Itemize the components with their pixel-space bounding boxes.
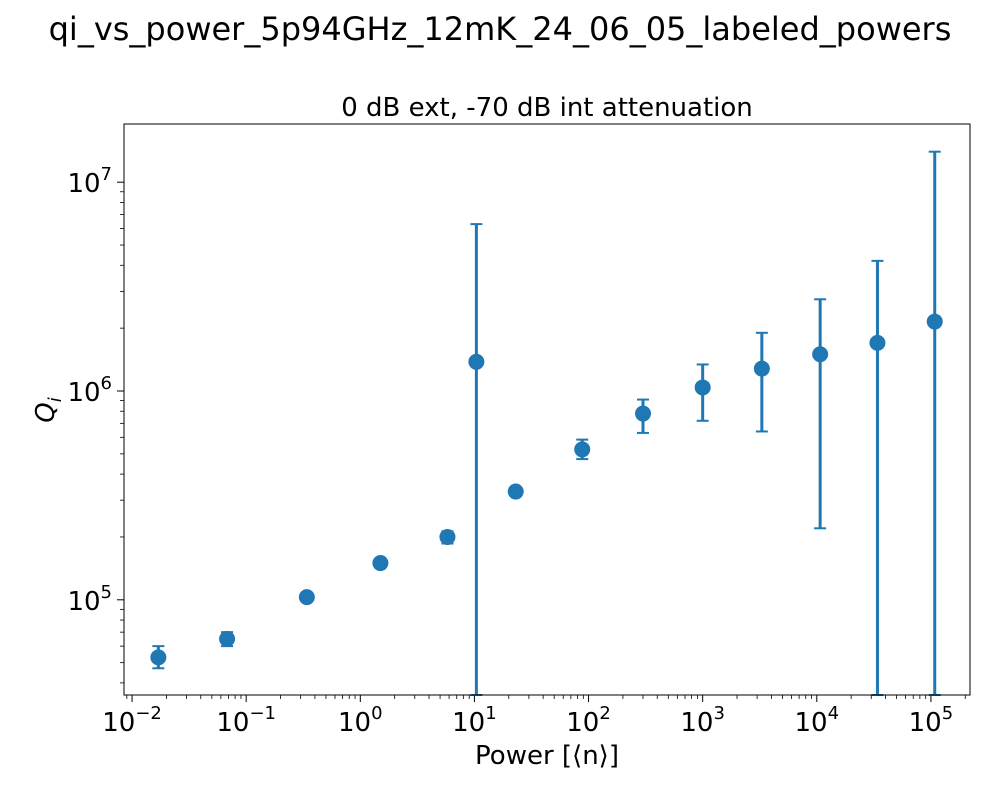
x-tick-label: 10−1 xyxy=(216,703,276,738)
chart-subtitle: 0 dB ext, -70 dB int attenuation xyxy=(341,93,753,123)
x-tick-label: 102 xyxy=(566,703,611,738)
y-tick-label: 106 xyxy=(67,373,112,408)
y-tick-base: 10 xyxy=(67,587,100,617)
major-ticks xyxy=(117,181,932,702)
x-tick-base: 10 xyxy=(566,708,599,738)
data-point xyxy=(439,528,456,545)
data-point xyxy=(635,405,652,422)
data-point xyxy=(694,379,711,396)
x-tick-base: 10 xyxy=(216,708,249,738)
x-tick-base: 10 xyxy=(452,708,485,738)
y-axis-label-sub: i xyxy=(45,397,66,402)
x-tick-exp: −1 xyxy=(249,703,276,724)
x-tick-label: 100 xyxy=(338,703,383,738)
x-tick-exp: 0 xyxy=(371,703,382,724)
data-point xyxy=(926,313,943,330)
minor-ticks xyxy=(120,191,966,699)
data-point xyxy=(298,589,315,606)
data-point xyxy=(372,555,389,572)
x-tick-label: 103 xyxy=(680,703,725,738)
x-tick-exp: 2 xyxy=(599,703,610,724)
x-tick-label: 104 xyxy=(795,703,840,738)
x-tick-exp: 4 xyxy=(828,703,839,724)
x-tick-exp: −2 xyxy=(135,703,162,724)
data-point xyxy=(468,353,485,370)
data-point xyxy=(753,360,770,377)
data-point xyxy=(869,334,886,351)
data-point xyxy=(507,483,524,500)
y-tick-exp: 7 xyxy=(101,164,112,185)
data-point xyxy=(812,346,829,363)
data-point xyxy=(574,441,591,458)
x-tick-label: 105 xyxy=(909,703,954,738)
x-tick-base: 10 xyxy=(795,708,828,738)
x-tick-labels: 10−2 10−1 100 101 102 103 104 105 xyxy=(102,703,953,738)
x-tick-exp: 3 xyxy=(713,703,724,724)
y-tick-label: 105 xyxy=(67,582,112,617)
y-tick-exp: 5 xyxy=(101,582,112,603)
x-tick-exp: 1 xyxy=(485,703,496,724)
x-tick-base: 10 xyxy=(680,708,713,738)
y-tick-base: 10 xyxy=(67,169,100,199)
y-axis-label: Qi xyxy=(31,397,66,422)
y-tick-label: 107 xyxy=(67,164,112,199)
plot-frame xyxy=(123,123,971,696)
data-points xyxy=(150,313,943,666)
data-point xyxy=(219,630,236,647)
x-tick-base: 10 xyxy=(909,708,942,738)
x-tick-label: 10−2 xyxy=(102,703,162,738)
y-axis-label-main: Q xyxy=(31,402,61,422)
x-tick-base: 10 xyxy=(102,708,135,738)
x-tick-base: 10 xyxy=(338,708,371,738)
y-tick-base: 10 xyxy=(67,378,100,408)
data-point xyxy=(150,649,167,666)
error-bars xyxy=(152,150,941,696)
x-axis-label: Power [⟨n⟩] xyxy=(475,741,619,771)
figure-title: qi_vs_power_5p94GHz_12mK_24_06_05_labele… xyxy=(48,10,952,48)
x-tick-label: 101 xyxy=(452,703,497,738)
y-tick-exp: 6 xyxy=(101,373,112,394)
x-tick-exp: 5 xyxy=(942,703,953,724)
